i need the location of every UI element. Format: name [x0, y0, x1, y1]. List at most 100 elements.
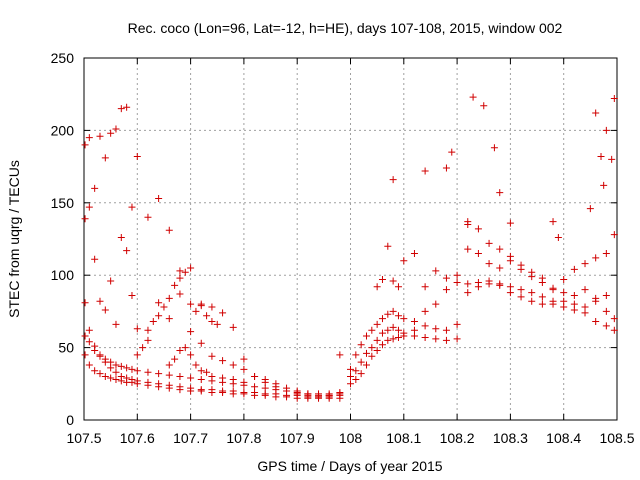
data-point — [197, 375, 205, 383]
data-point — [192, 307, 200, 315]
data-point — [384, 336, 392, 344]
data-point — [229, 361, 237, 369]
data-point — [187, 328, 195, 336]
data-point — [410, 249, 418, 257]
data-point — [384, 242, 392, 250]
data-point — [176, 267, 184, 275]
data-point — [602, 307, 610, 315]
data-point — [389, 176, 397, 184]
data-point — [101, 373, 109, 381]
data-point — [229, 323, 237, 331]
data-point — [155, 194, 163, 202]
data-point — [213, 320, 221, 328]
y-tick-label: 150 — [51, 195, 75, 211]
data-point — [549, 297, 557, 305]
data-point — [187, 387, 195, 395]
data-point — [240, 390, 248, 398]
data-point — [549, 218, 557, 226]
data-point — [112, 125, 120, 133]
data-point — [506, 283, 514, 291]
data-point — [485, 277, 493, 285]
data-point — [112, 361, 120, 369]
data-point — [506, 219, 514, 227]
x-tick-label: 107.6 — [120, 430, 155, 446]
data-point — [117, 362, 125, 370]
series-sat-c — [81, 299, 344, 399]
data-point — [389, 323, 397, 331]
data-point — [560, 289, 568, 297]
data-point — [592, 318, 600, 326]
data-point — [560, 297, 568, 305]
data-point — [123, 364, 131, 372]
data-point — [197, 367, 205, 375]
data-point — [602, 249, 610, 257]
data-point — [389, 335, 397, 343]
data-point — [442, 274, 450, 282]
data-point — [165, 371, 173, 379]
data-point — [347, 380, 354, 388]
data-point — [336, 388, 344, 396]
data-point — [394, 312, 402, 320]
data-point — [128, 203, 136, 211]
data-point — [85, 326, 93, 334]
data-point — [187, 264, 195, 272]
data-point — [187, 351, 195, 359]
y-tick-label: 250 — [51, 50, 75, 66]
data-point — [229, 375, 237, 383]
data-point — [517, 261, 525, 269]
data-point — [421, 167, 429, 175]
data-point — [101, 306, 109, 314]
data-point — [517, 286, 525, 294]
data-point — [400, 315, 408, 323]
data-point — [592, 254, 600, 262]
data-point — [496, 189, 504, 197]
data-point — [219, 374, 227, 382]
data-point — [171, 281, 179, 289]
data-point — [144, 336, 152, 344]
data-point — [96, 297, 104, 305]
data-point — [91, 184, 99, 192]
data-point — [91, 346, 99, 354]
y-tick-label: 50 — [58, 340, 74, 356]
data-point — [117, 377, 125, 385]
data-point — [181, 268, 189, 276]
data-point — [107, 374, 115, 382]
data-point — [155, 383, 163, 391]
y-axis-label: STEC from uqrg / TECUs — [6, 160, 22, 318]
data-point — [421, 307, 429, 315]
data-point — [96, 352, 104, 360]
x-tick-label: 108.2 — [440, 430, 475, 446]
data-point — [400, 257, 408, 265]
data-point — [117, 105, 125, 113]
data-point — [506, 252, 514, 260]
data-point — [176, 274, 184, 282]
data-point — [336, 351, 344, 359]
data-point — [107, 277, 115, 285]
x-tick-label: 108.1 — [386, 430, 421, 446]
data-point — [176, 290, 184, 298]
data-point — [91, 255, 99, 263]
data-point — [528, 268, 536, 276]
data-point — [453, 278, 461, 286]
data-point — [610, 315, 618, 323]
data-point — [581, 260, 589, 268]
data-point — [394, 283, 402, 291]
data-point — [81, 141, 89, 149]
data-point — [81, 215, 89, 223]
data-point — [485, 239, 493, 247]
x-tick-label: 108.4 — [546, 430, 581, 446]
data-point — [117, 234, 125, 242]
grid — [84, 58, 617, 420]
data-point — [368, 326, 376, 334]
data-point — [144, 213, 152, 221]
data-point — [469, 93, 477, 101]
data-point — [187, 374, 195, 382]
data-point — [410, 318, 418, 326]
data-point — [464, 245, 472, 253]
data-point — [192, 361, 200, 369]
data-point — [208, 318, 216, 326]
data-point — [389, 277, 397, 285]
data-point — [155, 370, 163, 378]
data-point — [610, 326, 618, 334]
data-point — [570, 291, 578, 299]
